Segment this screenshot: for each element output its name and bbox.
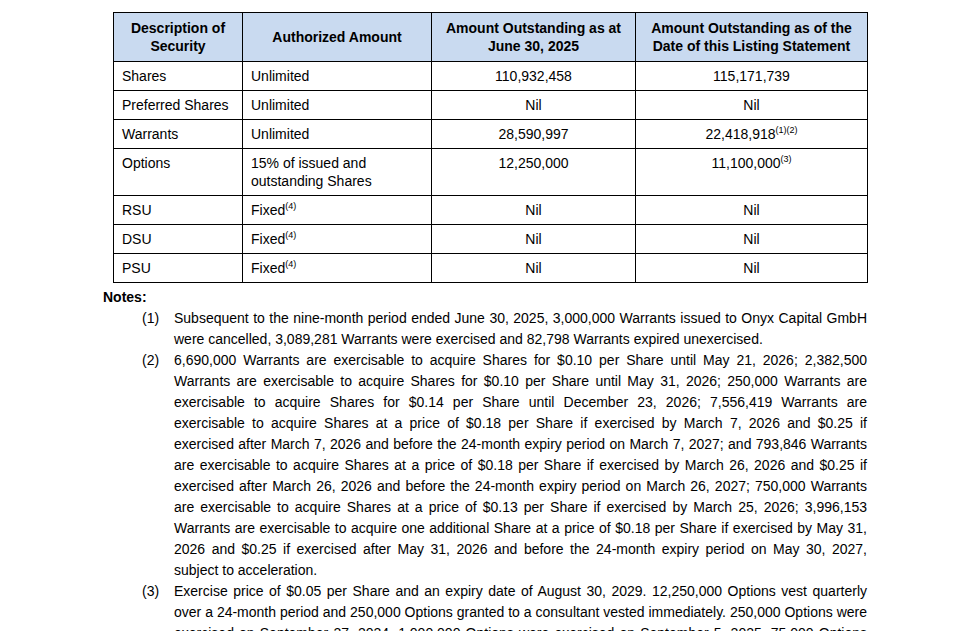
table-row-warrants: Warrants Unlimited 28,590,997 22,418,918… [114, 120, 868, 149]
cell-security: Shares [114, 62, 243, 91]
authorized-value: Fixed [251, 231, 285, 247]
document-page: Description of Security Authorized Amoun… [0, 12, 978, 631]
col-header-authorized-amount: Authorized Amount [243, 13, 432, 62]
authorized-value: Unlimited [251, 68, 309, 84]
authorized-value: Fixed [251, 260, 285, 276]
note-item-2: (2) 6,690,000 Warrants are exercisable t… [142, 350, 867, 581]
cell-security: DSU [114, 225, 243, 254]
june-value: 110,932,458 [495, 68, 572, 84]
cell-outstanding-june: 12,250,000 [432, 149, 636, 196]
notes-heading: Notes: [103, 287, 867, 308]
cell-outstanding-listing: Nil [636, 91, 868, 120]
cell-outstanding-june: 110,932,458 [432, 62, 636, 91]
cell-security: Preferred Shares [114, 91, 243, 120]
note-number: (2) [142, 350, 174, 581]
cell-outstanding-listing: 115,171,739 [636, 62, 868, 91]
table-row-shares: Shares Unlimited 110,932,458 115,171,739 [114, 62, 868, 91]
table-row-options: Options 15% of issued and outstanding Sh… [114, 149, 868, 196]
notes-colon: : [142, 289, 147, 305]
june-value: 28,590,997 [498, 126, 568, 142]
june-value: Nil [525, 202, 541, 218]
cell-authorized: Unlimited [243, 120, 432, 149]
cell-outstanding-june: Nil [432, 225, 636, 254]
note-number: (1) [142, 308, 174, 350]
note-ref: (4) [285, 201, 296, 211]
cell-outstanding-june: Nil [432, 254, 636, 283]
note-ref: (3) [781, 154, 792, 164]
note-text: Subsequent to the nine-month period ende… [174, 308, 867, 350]
cell-outstanding-listing: 11,100,000(3) [636, 149, 868, 196]
col-header-outstanding-june: Amount Outstanding as at June 30, 2025 [432, 13, 636, 62]
note-item-3: (3) Exercise price of $0.05 per Share an… [142, 581, 867, 631]
notes-label: Notes [103, 289, 142, 305]
note-text: Exercise price of $0.05 per Share and an… [174, 581, 867, 631]
listing-value: Nil [743, 97, 759, 113]
note-item-1: (1) Subsequent to the nine-month period … [142, 308, 867, 350]
authorized-value: Unlimited [251, 126, 309, 142]
june-value: Nil [525, 97, 541, 113]
cell-authorized: Fixed(4) [243, 225, 432, 254]
authorized-value: 15% of issued and outstanding Shares [251, 155, 372, 189]
june-value: 12,250,000 [498, 155, 568, 171]
note-ref: (4) [285, 259, 296, 269]
cell-outstanding-june: 28,590,997 [432, 120, 636, 149]
cell-authorized: Unlimited [243, 62, 432, 91]
cell-outstanding-june: Nil [432, 196, 636, 225]
note-text: 6,690,000 Warrants are exercisable to ac… [174, 350, 867, 581]
table-row-preferred-shares: Preferred Shares Unlimited Nil Nil [114, 91, 868, 120]
cell-authorized: Unlimited [243, 91, 432, 120]
note-ref: (4) [285, 230, 296, 240]
listing-value: Nil [743, 231, 759, 247]
securities-table: Description of Security Authorized Amoun… [113, 12, 868, 283]
col-header-outstanding-listing: Amount Outstanding as of the Date of thi… [636, 13, 868, 62]
june-value: Nil [525, 231, 541, 247]
cell-outstanding-listing: Nil [636, 254, 868, 283]
cell-security: PSU [114, 254, 243, 283]
table-row-psu: PSU Fixed(4) Nil Nil [114, 254, 868, 283]
cell-security: Options [114, 149, 243, 196]
listing-value: Nil [743, 202, 759, 218]
authorized-value: Fixed [251, 202, 285, 218]
cell-security: Warrants [114, 120, 243, 149]
listing-value: 11,100,000 [711, 155, 780, 171]
note-ref: (1)(2) [776, 125, 798, 135]
table-header-row: Description of Security Authorized Amoun… [114, 13, 868, 62]
june-value: Nil [525, 260, 541, 276]
cell-outstanding-listing: 22,418,918(1)(2) [636, 120, 868, 149]
cell-outstanding-listing: Nil [636, 196, 868, 225]
table-row-rsu: RSU Fixed(4) Nil Nil [114, 196, 868, 225]
authorized-value: Unlimited [251, 97, 309, 113]
note-number: (3) [142, 581, 174, 631]
cell-authorized: 15% of issued and outstanding Shares [243, 149, 432, 196]
cell-authorized: Fixed(4) [243, 196, 432, 225]
notes-section: Notes: (1) Subsequent to the nine-month … [103, 287, 867, 631]
listing-value: Nil [743, 260, 759, 276]
listing-value: 22,418,918 [705, 126, 775, 142]
table-row-dsu: DSU Fixed(4) Nil Nil [114, 225, 868, 254]
col-header-description-of-security: Description of Security [114, 13, 243, 62]
cell-outstanding-listing: Nil [636, 225, 868, 254]
cell-security: RSU [114, 196, 243, 225]
cell-authorized: Fixed(4) [243, 254, 432, 283]
listing-value: 115,171,739 [713, 68, 790, 84]
cell-outstanding-june: Nil [432, 91, 636, 120]
